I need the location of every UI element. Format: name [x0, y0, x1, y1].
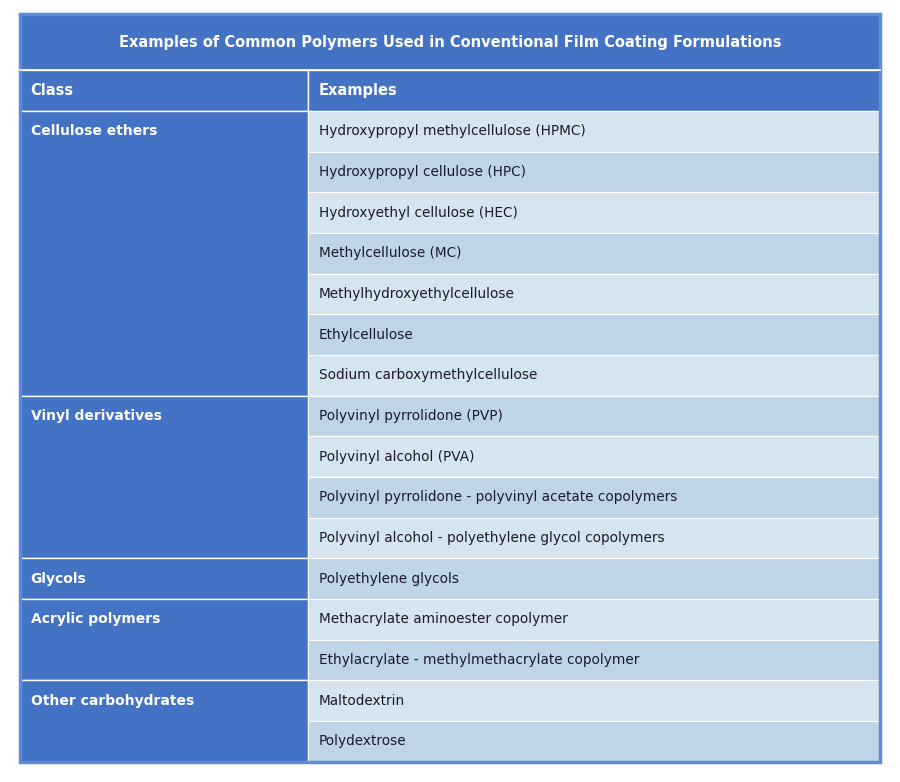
- Text: Sodium carboxymethylcellulose: Sodium carboxymethylcellulose: [319, 368, 537, 382]
- Text: Polyethylene glycols: Polyethylene glycols: [319, 572, 459, 586]
- Bar: [20, 558, 308, 599]
- Bar: [308, 111, 880, 152]
- Bar: [20, 70, 308, 111]
- Bar: [308, 192, 880, 233]
- Bar: [308, 477, 880, 518]
- Bar: [308, 558, 880, 599]
- Bar: [20, 111, 308, 396]
- Text: Examples of Common Polymers Used in Conventional Film Coating Formulations: Examples of Common Polymers Used in Conv…: [119, 34, 781, 50]
- Text: Ethylacrylate - methylmethacrylate copolymer: Ethylacrylate - methylmethacrylate copol…: [319, 653, 639, 667]
- Bar: [308, 518, 880, 558]
- Text: Acrylic polymers: Acrylic polymers: [31, 612, 160, 626]
- Text: Polyvinyl alcohol (PVA): Polyvinyl alcohol (PVA): [319, 450, 474, 464]
- Text: Cellulose ethers: Cellulose ethers: [31, 124, 157, 138]
- Text: Methylhydroxyethylcellulose: Methylhydroxyethylcellulose: [319, 287, 515, 301]
- Text: Examples: Examples: [319, 83, 398, 99]
- Text: Polyvinyl pyrrolidone - polyvinyl acetate copolymers: Polyvinyl pyrrolidone - polyvinyl acetat…: [319, 490, 677, 504]
- Text: Class: Class: [31, 83, 74, 99]
- Text: Maltodextrin: Maltodextrin: [319, 694, 405, 708]
- Bar: [308, 233, 880, 274]
- Bar: [308, 680, 880, 721]
- Bar: [308, 152, 880, 192]
- Text: Hydroxypropyl methylcellulose (HPMC): Hydroxypropyl methylcellulose (HPMC): [319, 124, 586, 138]
- Text: Vinyl derivatives: Vinyl derivatives: [31, 409, 161, 423]
- Bar: [20, 680, 308, 762]
- Text: Glycols: Glycols: [31, 572, 86, 586]
- Text: Other carbohydrates: Other carbohydrates: [31, 694, 194, 708]
- Bar: [308, 436, 880, 477]
- Text: Methylcellulose (MC): Methylcellulose (MC): [319, 246, 462, 260]
- Text: Methacrylate aminoester copolymer: Methacrylate aminoester copolymer: [319, 612, 568, 626]
- Bar: [308, 314, 880, 355]
- Bar: [308, 355, 880, 396]
- Bar: [308, 640, 880, 680]
- Bar: [20, 14, 880, 70]
- Bar: [308, 274, 880, 314]
- Text: Ethylcellulose: Ethylcellulose: [319, 328, 414, 342]
- Text: Polydextrose: Polydextrose: [319, 734, 407, 748]
- Text: Hydroxypropyl cellulose (HPC): Hydroxypropyl cellulose (HPC): [319, 165, 526, 179]
- Bar: [20, 396, 308, 558]
- Bar: [308, 599, 880, 640]
- Bar: [308, 721, 880, 762]
- Bar: [308, 70, 880, 111]
- Bar: [20, 599, 308, 680]
- Text: Polyvinyl pyrrolidone (PVP): Polyvinyl pyrrolidone (PVP): [319, 409, 503, 423]
- Text: Hydroxyethyl cellulose (HEC): Hydroxyethyl cellulose (HEC): [319, 206, 518, 220]
- Text: Polyvinyl alcohol - polyethylene glycol copolymers: Polyvinyl alcohol - polyethylene glycol …: [319, 531, 664, 545]
- Bar: [308, 396, 880, 436]
